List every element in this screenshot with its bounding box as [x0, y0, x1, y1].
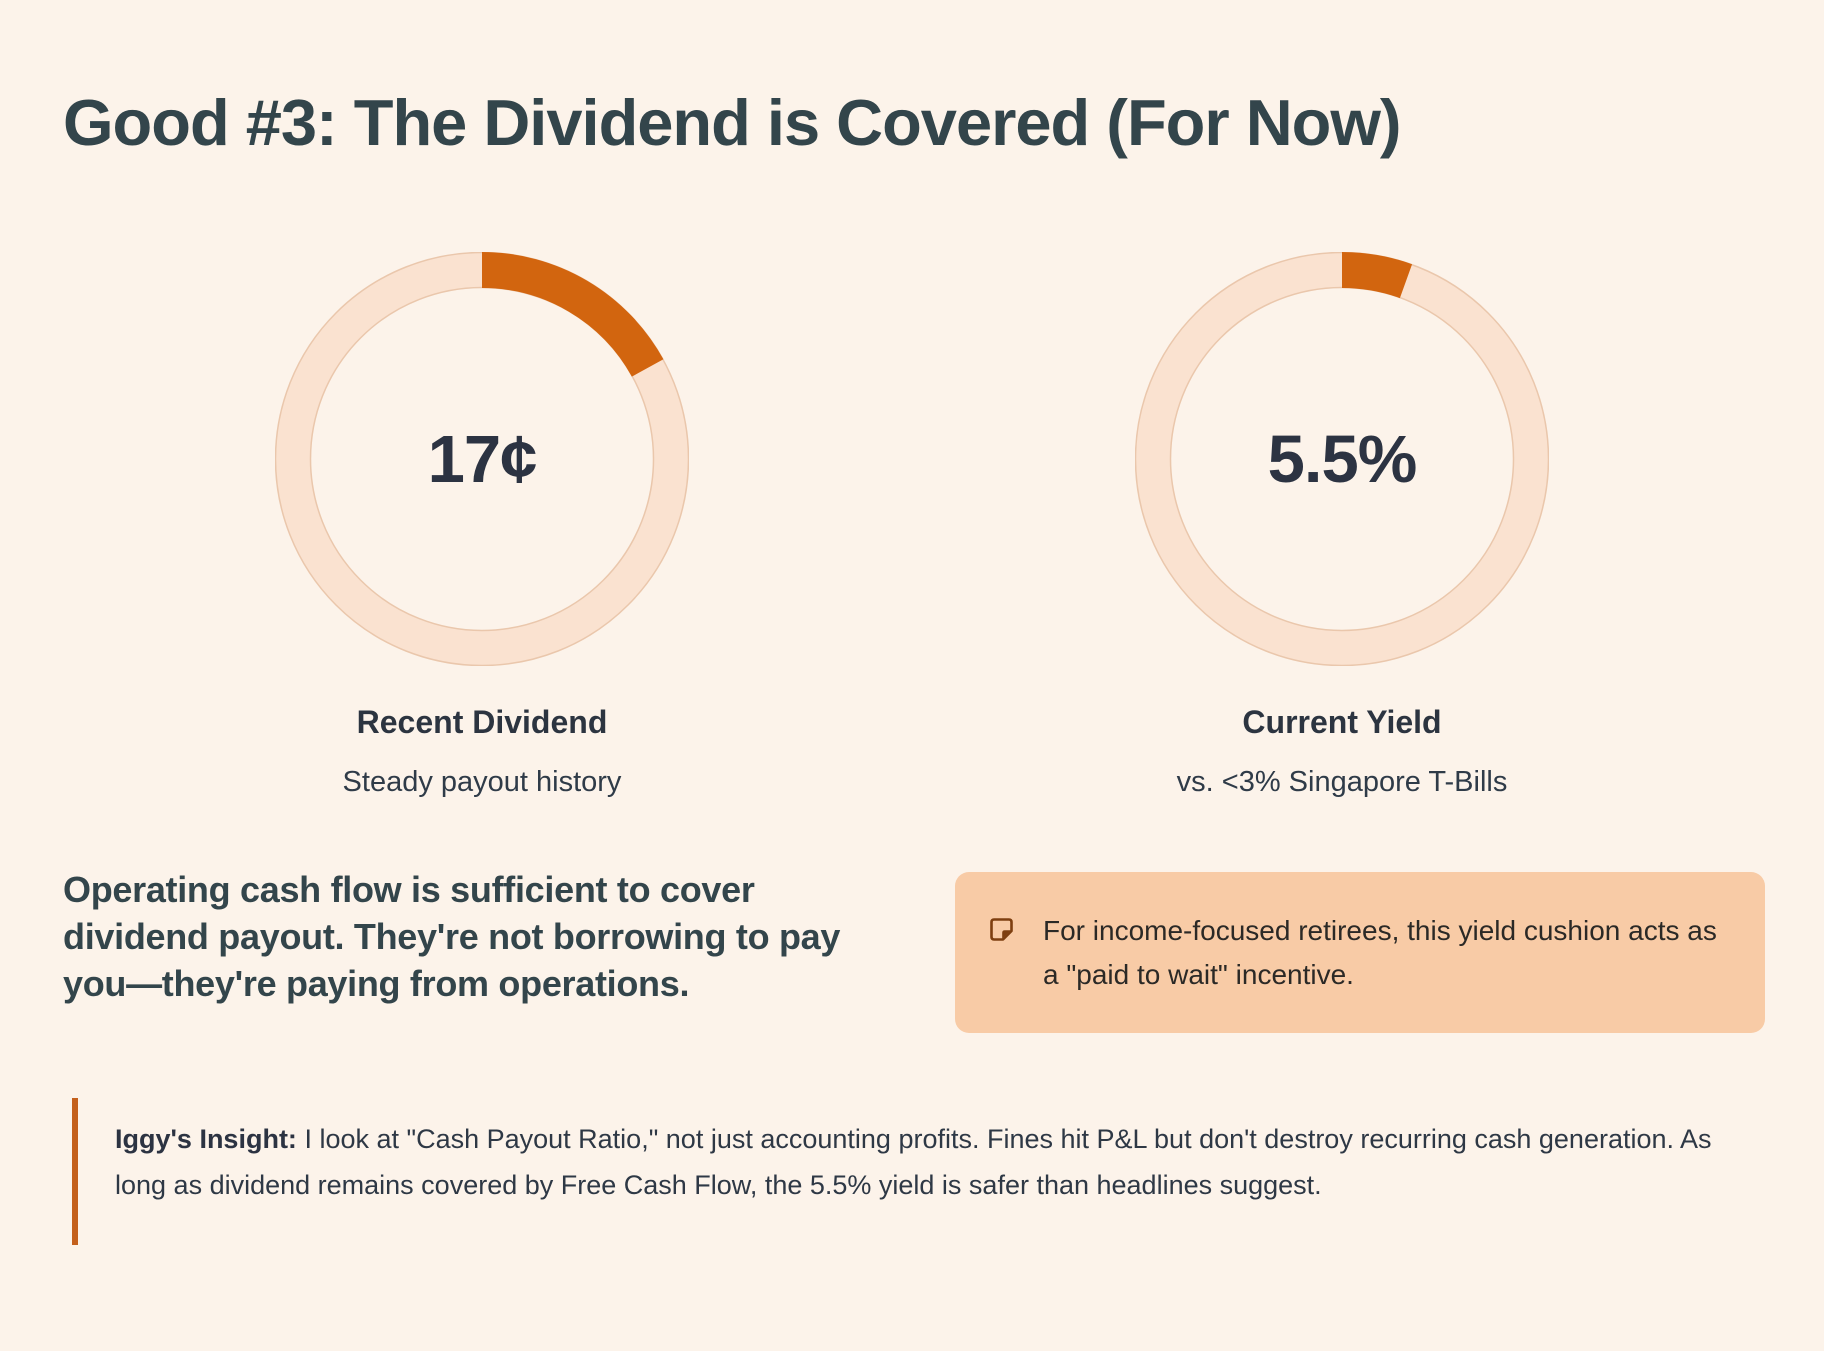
page-title: Good #3: The Dividend is Covered (For No… [63, 86, 1402, 159]
donut-recent-dividend: 17¢ Recent Dividend Steady payout histor… [275, 252, 689, 799]
summary-paragraph: Operating cash flow is sufficient to cov… [63, 869, 841, 1004]
donut-label: Recent Dividend [356, 704, 608, 740]
insight-label: Iggy's Insight: [115, 1124, 297, 1154]
note-icon [988, 916, 1015, 948]
donut-label: Current Yield [1242, 704, 1442, 740]
donut-sublabel: Steady payout history [342, 766, 622, 798]
insight-text: Iggy's Insight: I look at "Cash Payout R… [115, 1116, 1744, 1208]
donut-arc [275, 252, 689, 666]
donut-chart: 5.5% [1135, 252, 1549, 666]
callout-text: For income-focused retirees, this yield … [1043, 914, 1717, 990]
donut-arc [1135, 252, 1549, 666]
insight-blockquote: Iggy's Insight: I look at "Cash Payout R… [72, 1098, 1744, 1245]
donut-current-yield: 5.5% Current Yield vs. <3% Singapore T-B… [1135, 252, 1549, 799]
donut-chart: 17¢ [275, 252, 689, 666]
donut-sublabel: vs. <3% Singapore T-Bills [1176, 766, 1508, 798]
yield-callout-box: For income-focused retirees, this yield … [955, 872, 1765, 1033]
insight-body: I look at "Cash Payout Ratio," not just … [115, 1124, 1712, 1200]
donut-svg [275, 252, 689, 666]
donut-svg [1135, 252, 1549, 666]
donut-center-value: 5.5% [1267, 421, 1418, 497]
donut-center-value: 17¢ [427, 421, 538, 497]
